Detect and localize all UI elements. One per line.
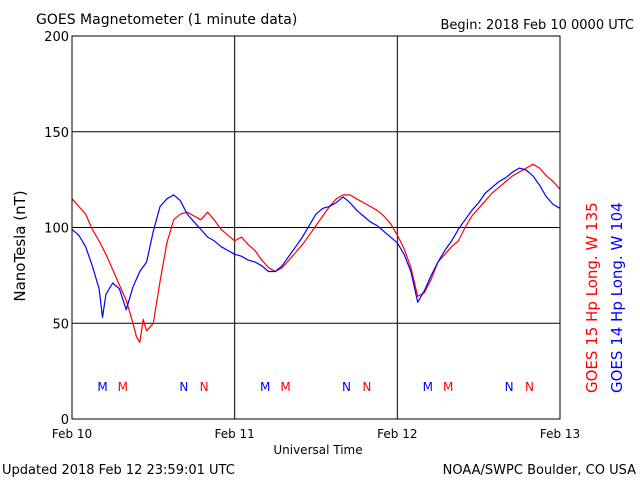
y-tick-label: 50 bbox=[52, 317, 69, 332]
plot-frame bbox=[71, 35, 561, 420]
x-tick-label: Feb 11 bbox=[214, 427, 254, 441]
event-marker: M bbox=[423, 380, 433, 394]
event-marker: M bbox=[280, 380, 290, 394]
grid bbox=[71, 35, 561, 420]
series-line-goes15 bbox=[71, 163, 561, 343]
event-marker: M bbox=[443, 380, 453, 394]
event-marker: N bbox=[179, 380, 188, 394]
x-tick-label: Feb 10 bbox=[52, 427, 92, 441]
footer-credit: NOAA/SWPC Boulder, CO USA bbox=[443, 463, 636, 478]
chart-title: GOES Magnetometer (1 minute data) bbox=[36, 12, 297, 28]
event-marker: N bbox=[505, 380, 514, 394]
event-marker: N bbox=[200, 380, 209, 394]
begin-label: Begin: 2018 Feb 10 0000 UTC bbox=[440, 18, 634, 33]
y-tick-label: 150 bbox=[44, 126, 69, 141]
series-line-goes14 bbox=[71, 167, 561, 319]
event-marker: M bbox=[118, 380, 128, 394]
y-tick-label: 200 bbox=[44, 30, 69, 45]
event-marker: M bbox=[260, 380, 270, 394]
event-marker: N bbox=[362, 380, 371, 394]
x-tick-label: Feb 13 bbox=[540, 427, 580, 441]
x-tick-labels: Feb 10 Feb 11 Feb 12 Feb 13 bbox=[52, 427, 580, 441]
event-marker: M bbox=[97, 380, 107, 394]
event-marker: N bbox=[342, 380, 351, 394]
x-tick-label: Feb 12 bbox=[377, 427, 417, 441]
legend-goes14: GOES 14 Hp Long. W 104 bbox=[608, 202, 626, 393]
legend-goes15: GOES 15 Hp Long. W 135 bbox=[583, 202, 601, 393]
series-lines bbox=[71, 163, 561, 343]
y-tick-label: 0 bbox=[61, 413, 69, 428]
y-axis-label: NanoTesla (nT) bbox=[11, 190, 29, 301]
y-tick-labels: 0 50 100 150 200 bbox=[44, 30, 69, 428]
y-tick-label: 100 bbox=[44, 222, 69, 237]
event-marker: N bbox=[525, 380, 534, 394]
x-axis-label: Universal Time bbox=[273, 443, 362, 457]
footer-updated: Updated 2018 Feb 12 23:59:01 UTC bbox=[2, 463, 235, 478]
